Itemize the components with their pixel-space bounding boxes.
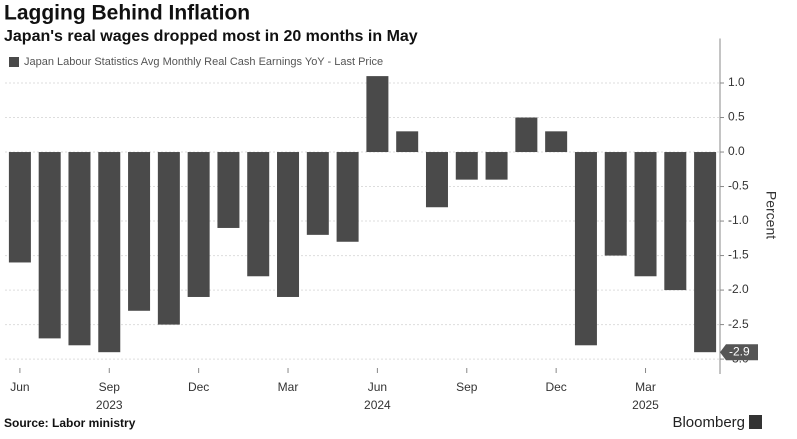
x-year-label: 2024 <box>364 398 391 412</box>
bar <box>604 152 627 256</box>
bar <box>306 152 329 235</box>
legend-swatch <box>9 57 19 67</box>
x-tick-label: Dec <box>545 380 566 394</box>
y-tick-label: -2.0 <box>728 282 749 296</box>
chart-title: Lagging Behind Inflation <box>4 2 250 25</box>
last-price-tag <box>720 344 758 361</box>
brand-icon <box>749 415 762 429</box>
bar <box>485 152 508 180</box>
bar <box>38 152 61 339</box>
y-tick-label: -1.5 <box>728 248 749 262</box>
bar <box>68 152 91 346</box>
x-year-label: 2025 <box>632 398 659 412</box>
y-tick-label: 0.0 <box>728 144 745 158</box>
bar <box>187 152 210 297</box>
bar <box>366 76 389 153</box>
x-year-label: 2023 <box>96 398 123 412</box>
source: Source: Labor ministry <box>4 416 136 430</box>
bar <box>396 131 419 153</box>
bar <box>277 152 300 297</box>
x-tick-label: Jun <box>368 380 387 394</box>
chart-subtitle: Japan's real wages dropped most in 20 mo… <box>4 28 418 45</box>
y-tick-label: 1.0 <box>728 75 745 89</box>
y-tick-label: -2.5 <box>728 317 749 331</box>
bar <box>545 131 568 153</box>
x-tick-label: Jun <box>10 380 29 394</box>
bar <box>157 152 180 325</box>
bar <box>8 152 31 263</box>
bar <box>247 152 270 277</box>
y-tick-label: -1.0 <box>728 213 749 227</box>
y-tick-label: -0.5 <box>728 179 749 193</box>
last-price-label: -2.9 <box>729 344 750 358</box>
bar <box>634 152 657 277</box>
bar <box>694 152 717 353</box>
x-tick-label: Sep <box>456 380 478 394</box>
x-tick-label: Mar <box>278 380 299 394</box>
x-tick-label: Sep <box>99 380 121 394</box>
bar <box>664 152 687 291</box>
bar <box>515 117 538 153</box>
y-tick-label: 0.5 <box>728 110 745 124</box>
y-axis-label: Percent <box>763 191 779 239</box>
x-tick-label: Dec <box>188 380 209 394</box>
bar <box>425 152 448 208</box>
bar <box>336 152 359 242</box>
bar <box>574 152 597 346</box>
x-tick-label: Mar <box>635 380 656 394</box>
bar <box>128 152 151 311</box>
bar <box>217 152 240 228</box>
bar <box>455 152 478 180</box>
bar <box>98 152 121 353</box>
legend-label: Japan Labour Statistics Avg Monthly Real… <box>24 56 383 68</box>
brand: Bloomberg <box>672 414 745 431</box>
